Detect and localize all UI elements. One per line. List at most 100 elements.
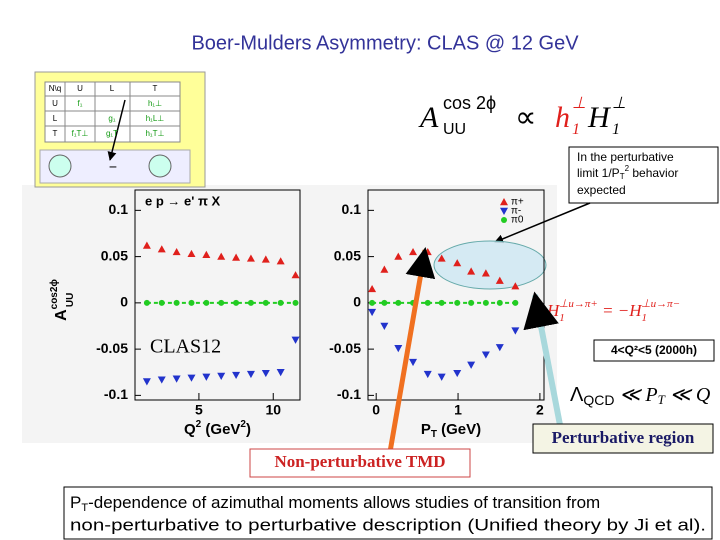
point (142, 241, 151, 249)
note-box (568, 146, 719, 204)
plot-frame (134, 189, 301, 401)
x-axis-label-part: Q (184, 421, 196, 438)
summary-text: non-perturbative to perturbative descrip… (70, 515, 706, 534)
y-axis-label: Acos2ϕ UU (49, 279, 76, 321)
range-box (593, 339, 715, 362)
arrow (494, 202, 591, 244)
table-cell: U (52, 99, 58, 108)
point (468, 299, 475, 306)
point (511, 282, 520, 290)
point (172, 375, 181, 383)
point (291, 336, 300, 344)
x-axis-label-part: 2 (196, 419, 202, 430)
arrow (387, 247, 436, 453)
table-header: N\q (49, 84, 61, 93)
legend-marker (500, 198, 508, 206)
point (424, 299, 431, 306)
point (467, 361, 476, 369)
table-header: L (110, 84, 115, 93)
point (394, 252, 403, 260)
point (395, 299, 402, 306)
x-tick-label: 2 (536, 402, 544, 418)
point (454, 299, 461, 306)
y-tick-label: -0.05 (96, 340, 128, 356)
point (203, 299, 210, 306)
point (496, 299, 503, 306)
point (423, 370, 432, 379)
x-tick-label: 0 (372, 402, 380, 418)
point (453, 259, 462, 267)
tmd-table: − N\q U L TU f₁ h₁⊥L g₁ h₁L⊥T f₁T⊥ g₁T h₁T⊥ (34, 71, 206, 188)
point (481, 269, 490, 277)
scale-relation: ΛQCD ≪ PT ≪ Q (570, 384, 711, 408)
nonperturbative-box (249, 448, 471, 478)
point (157, 376, 166, 384)
point (276, 257, 285, 265)
perturbative-label: Perturbative region (552, 428, 695, 447)
point (173, 299, 180, 306)
point (512, 299, 519, 306)
point (437, 373, 446, 381)
legend-marker (500, 207, 508, 215)
point (142, 378, 151, 386)
chart-background (22, 185, 557, 443)
nucleon-icon (48, 154, 72, 178)
note-text: limit 1/PT2 behavior (577, 164, 678, 181)
point (188, 299, 195, 306)
point (172, 247, 181, 256)
point (368, 308, 377, 317)
y-tick-label: -0.1 (104, 386, 128, 402)
point (438, 299, 445, 306)
point (233, 299, 240, 306)
point (218, 299, 225, 306)
point (292, 299, 299, 306)
point (158, 299, 165, 306)
summary-text: PT-dependence of azimuthal moments allow… (70, 493, 600, 513)
table-cell: f₁T⊥ (72, 129, 89, 138)
x-axis-label-part: ) (246, 421, 251, 438)
y-tick-label: 0.05 (101, 247, 128, 263)
table-header: U (77, 84, 83, 93)
arrow (523, 291, 563, 426)
point (409, 358, 418, 367)
legend-label: π+ (511, 197, 524, 208)
point (394, 344, 403, 353)
x-axis-label-part: P (421, 421, 431, 438)
x-axis-label-part: (GeV) (437, 421, 481, 438)
y-tick-label: 0.1 (342, 201, 362, 217)
point (381, 299, 388, 306)
point (369, 299, 376, 306)
point (187, 249, 196, 258)
point (246, 370, 255, 379)
summary-box (63, 486, 713, 540)
table-header: T (153, 84, 158, 93)
point (380, 265, 389, 273)
point (261, 369, 270, 378)
x-axis-label-part: 2 (240, 419, 246, 430)
point (246, 254, 255, 262)
point (482, 299, 489, 306)
table-cell: T (53, 129, 58, 138)
x-tick-label: 5 (195, 402, 203, 418)
point (495, 344, 504, 352)
nonperturbative-label: Non-perturbative TMD (274, 452, 445, 471)
point (481, 351, 490, 359)
note-text: In the perturbative (577, 150, 674, 164)
minus-sign: − (109, 159, 117, 175)
y-tick-label: 0 (120, 294, 128, 310)
y-tick-label: 0.1 (109, 201, 129, 217)
legend-label: π- (511, 206, 521, 217)
point (247, 299, 254, 306)
table-cell: h₁T⊥ (145, 129, 164, 138)
point (368, 284, 377, 293)
point (453, 369, 462, 378)
point (276, 369, 285, 377)
point (202, 373, 211, 381)
x-tick-label: 1 (454, 402, 462, 418)
table-cell: h₁⊥ (148, 99, 162, 108)
arrow (107, 99, 126, 161)
x-tick-label: 10 (265, 402, 281, 418)
point (157, 245, 166, 253)
